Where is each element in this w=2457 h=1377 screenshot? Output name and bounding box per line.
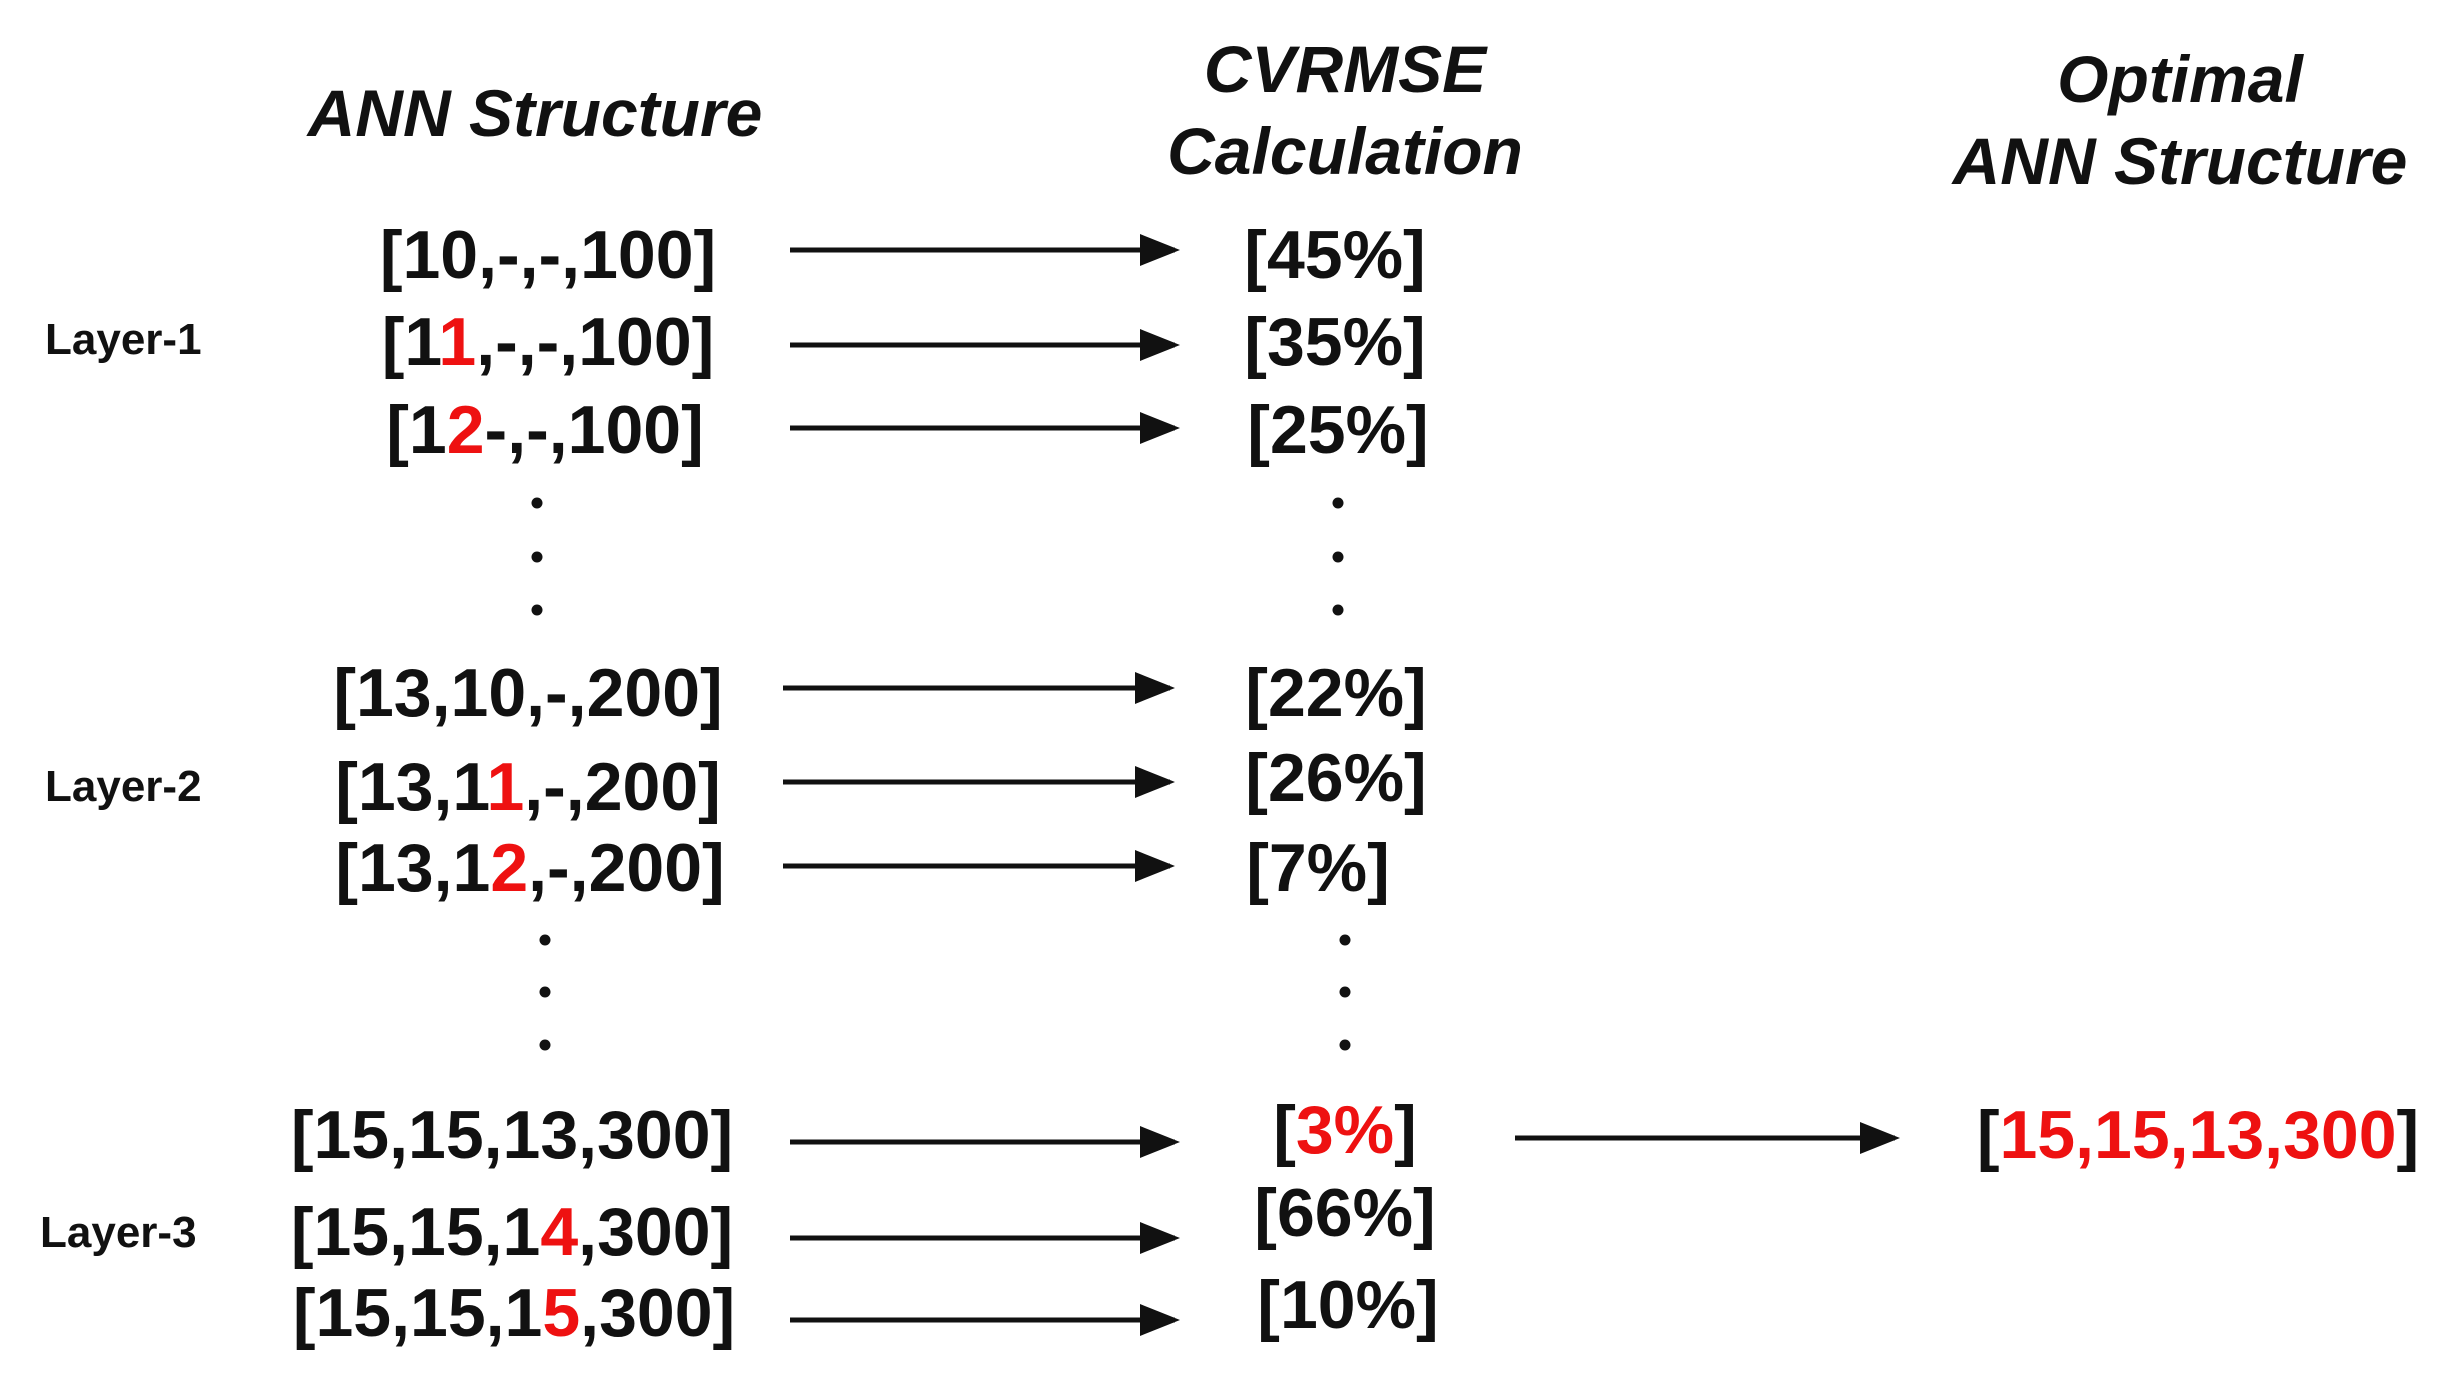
ellipsis-dot [539,986,551,998]
ellipsis-dot [539,1039,551,1051]
changed-neuron-count: 5 [542,1275,581,1351]
structure-text: [13,1 [335,830,491,906]
optimal-structure: [15,15,13,300] [1977,1101,2419,1169]
structure-text: [10,-,-,100] [379,217,717,293]
structure-row-3: [12-,-,100] [386,396,703,464]
structure-text: ,300] [578,1194,734,1270]
cvrmse-value-7: [3%] [1273,1096,1417,1164]
ann-structure-header: ANN Structure [307,76,763,150]
structure-row-2: [11,-,-,100] [382,308,715,376]
optimal-header: Optimal ANN Structure [1920,38,2440,202]
optimal-structure-value: 15,15,13,300 [1999,1097,2397,1173]
structure-row-6: [13,12,-,200] [335,834,724,902]
structure-text: [1 [381,304,439,380]
structure-text: [1 [386,392,447,468]
bracket: [ [1273,1092,1296,1168]
changed-neuron-count: 2 [446,392,485,468]
cvrmse-value-4: [22%] [1245,655,1427,731]
layer-1-label: Layer-1 [45,315,202,364]
structure-text: ,-,200] [528,830,725,906]
structure-row-4: [13,10,-,200] [333,659,722,727]
cvrmse-value-1: [45%] [1244,217,1426,293]
structure-row-9: [15,15,15,300] [293,1279,735,1347]
structure-row-5: [13,11,-,200] [335,753,721,821]
cvrmse-header: CVRMSE Calculation [1105,28,1585,192]
cvrmse-value-2: [35%] [1244,304,1426,380]
structure-text: [15,15,13,300] [290,1097,734,1173]
structure-text: [15,15,1 [292,1275,543,1351]
structure-text: [13,10,-,200] [333,655,723,731]
ellipsis-dot [1339,986,1351,998]
structure-text: ,-,-,100] [476,304,715,380]
structure-row-7: [15,15,13,300] [291,1101,733,1169]
changed-neuron-count: 4 [540,1194,579,1270]
bracket: ] [1394,1092,1417,1168]
ellipsis-dot [531,497,543,509]
structure-row-1: [10,-,-,100] [380,221,716,289]
cvrmse-value-3: [25%] [1247,392,1429,468]
optimal-header-line1: Optimal [2057,42,2303,116]
structure-row-8: [15,15,14,300] [291,1198,733,1266]
optimal-header-line2: ANN Structure [1952,124,2408,198]
ellipsis-dot [539,934,551,946]
structure-text: ,-,200] [524,749,721,825]
ellipsis-dot [531,551,543,563]
ellipsis-dot [1332,551,1344,563]
ellipsis-dot [1332,604,1344,616]
changed-neuron-count: 1 [486,749,525,825]
cvrmse-value-8: [66%] [1254,1175,1436,1251]
structure-text: -,-,100] [484,392,704,468]
changed-neuron-count: 2 [490,830,529,906]
cvrmse-header-line1: CVRMSE [1203,32,1487,106]
minimum-cvrmse: 3% [1295,1092,1395,1168]
structure-text: ,300] [580,1275,736,1351]
ellipsis-dot [531,604,543,616]
ellipsis-dot [1332,497,1344,509]
cvrmse-value-5: [26%] [1245,740,1427,816]
structure-text: [13,1 [335,749,487,825]
bracket: [ [1976,1097,2000,1173]
ellipsis-dot [1339,1039,1351,1051]
cvrmse-value-6: [7%] [1246,830,1390,906]
ellipsis-dot [1339,934,1351,946]
cvrmse-header-line2: Calculation [1167,114,1523,188]
bracket: ] [2396,1097,2420,1173]
layer-3-label: Layer-3 [40,1208,197,1257]
layer-2-label: Layer-2 [45,762,202,811]
cvrmse-value-9: [10%] [1257,1267,1439,1343]
structure-text: [15,15,1 [290,1194,541,1270]
changed-neuron-count: 1 [438,304,477,380]
